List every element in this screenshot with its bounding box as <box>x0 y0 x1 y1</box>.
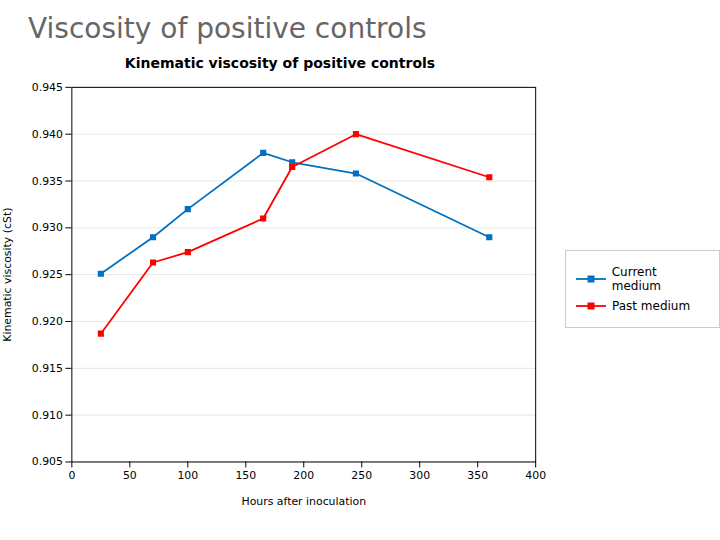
svg-text:0.905: 0.905 <box>32 455 63 468</box>
html-text:Kinematic viscosity of positiv: Kinematic viscosity of positive controls <box>124 55 436 71</box>
svg-text:150: 150 <box>235 469 256 482</box>
svg-text:0.910: 0.910 <box>32 409 63 422</box>
html-text:Current medium: Current medium <box>611 265 661 293</box>
svg-text:350: 350 <box>467 469 488 482</box>
svg-text:250: 250 <box>351 469 372 482</box>
html-text:Viscosity of positive controls: Viscosity of positive controls <box>28 12 427 45</box>
svg-text:Hours after inoculation: Hours after inoculation <box>241 495 366 507</box>
svg-text:Kinematic viscosity (cSt): Kinematic viscosity (cSt) <box>1 208 14 342</box>
svg-text:0.925: 0.925 <box>32 268 63 281</box>
svg-text:300: 300 <box>409 469 430 482</box>
svg-text:400: 400 <box>525 469 546 482</box>
svg-text:200: 200 <box>293 469 314 482</box>
svg-text:0.920: 0.920 <box>32 315 63 328</box>
html-text:Past medium: Past medium <box>612 299 691 313</box>
svg-text:0.940: 0.940 <box>32 128 63 141</box>
svg-text:0.930: 0.930 <box>32 221 63 234</box>
svg-text:100: 100 <box>177 469 198 482</box>
svg-text:0.935: 0.935 <box>32 174 63 187</box>
svg-text:0.945: 0.945 <box>32 81 63 94</box>
svg-text:0.915: 0.915 <box>32 362 63 375</box>
svg-text:0: 0 <box>68 469 75 482</box>
svg-text:50: 50 <box>123 469 137 482</box>
